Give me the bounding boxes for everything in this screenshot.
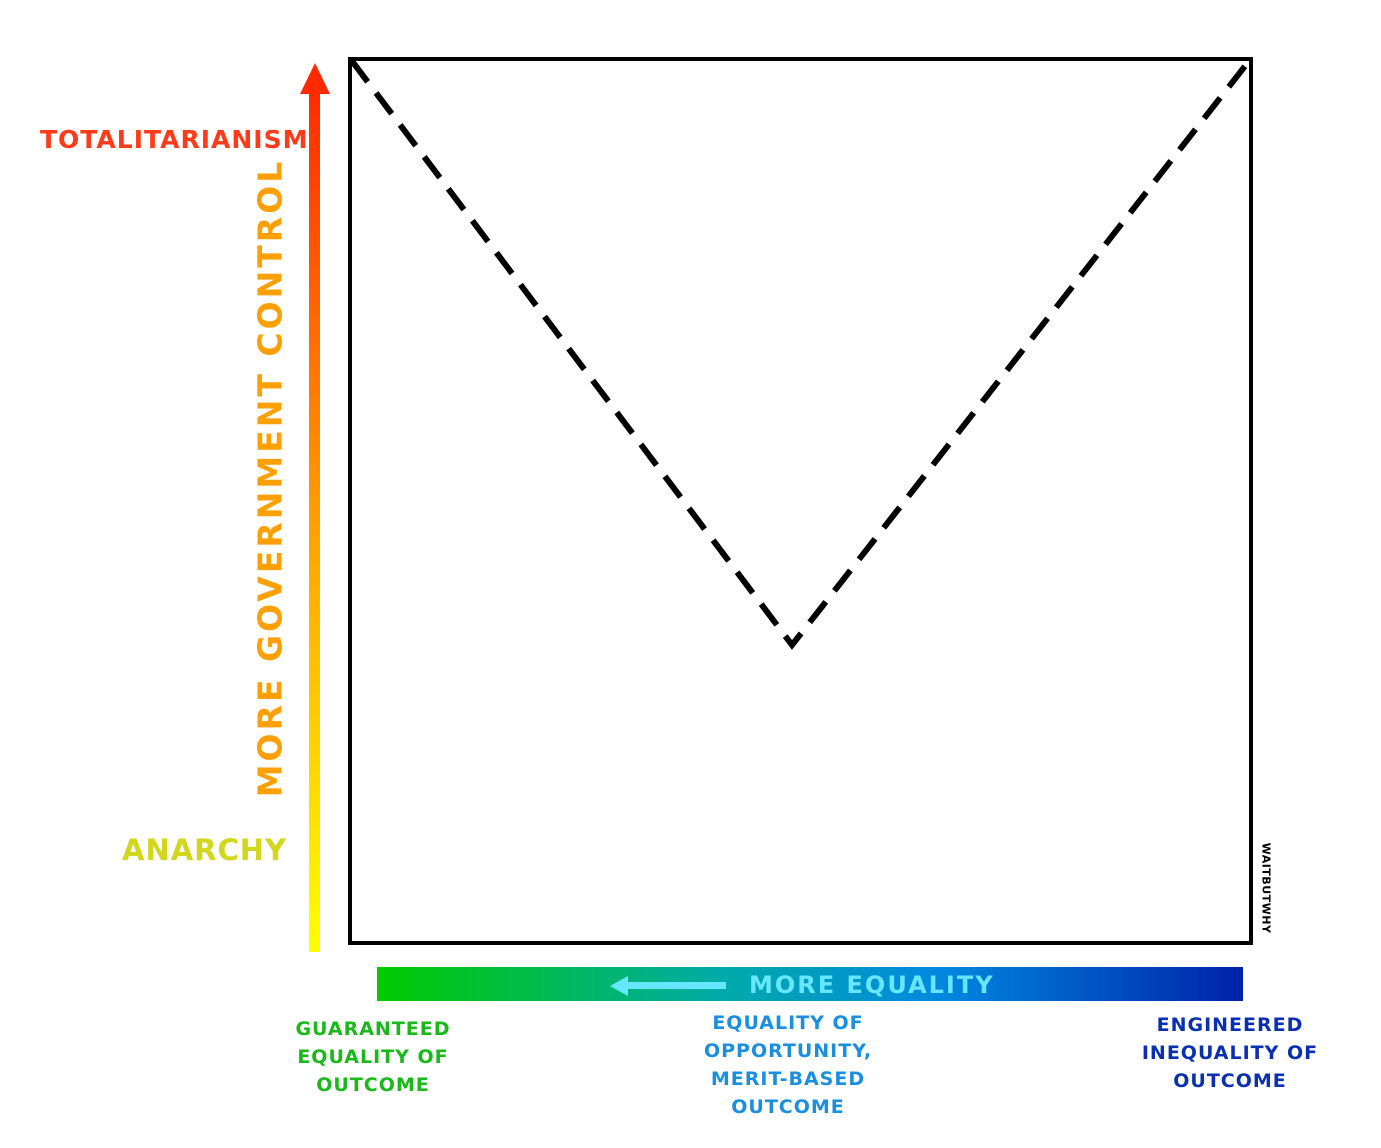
y-axis-arrow-shaft <box>309 90 320 952</box>
equality-of-opportunity-label: EQUALITY OF OPPORTUNITY, MERIT-BASED OUT… <box>703 1012 873 1118</box>
y-axis-arrow-head <box>300 63 330 94</box>
x-axis-gradient-bar <box>377 967 1243 1001</box>
x-axis-arrow-left-icon <box>610 976 726 996</box>
x-axis-label: MORE EQUALITY <box>749 971 995 999</box>
y-axis-label-text: MORE GOVERNMENT CONTROL <box>250 158 290 798</box>
equality-of-outcome-label: GUARANTEED EQUALITY OF OUTCOME <box>295 1018 451 1096</box>
v-curve-dashed <box>349 59 1252 650</box>
watermark-text: WAITBUTWHY <box>1259 842 1273 934</box>
totalitarianism-label: TOTALITARIANISM <box>40 125 309 154</box>
engineered-inequality-label: ENGINEERED INEQUALITY OF OUTCOME <box>1141 1014 1319 1092</box>
plot-frame <box>348 57 1253 945</box>
anarchy-label: ANARCHY <box>122 833 288 867</box>
